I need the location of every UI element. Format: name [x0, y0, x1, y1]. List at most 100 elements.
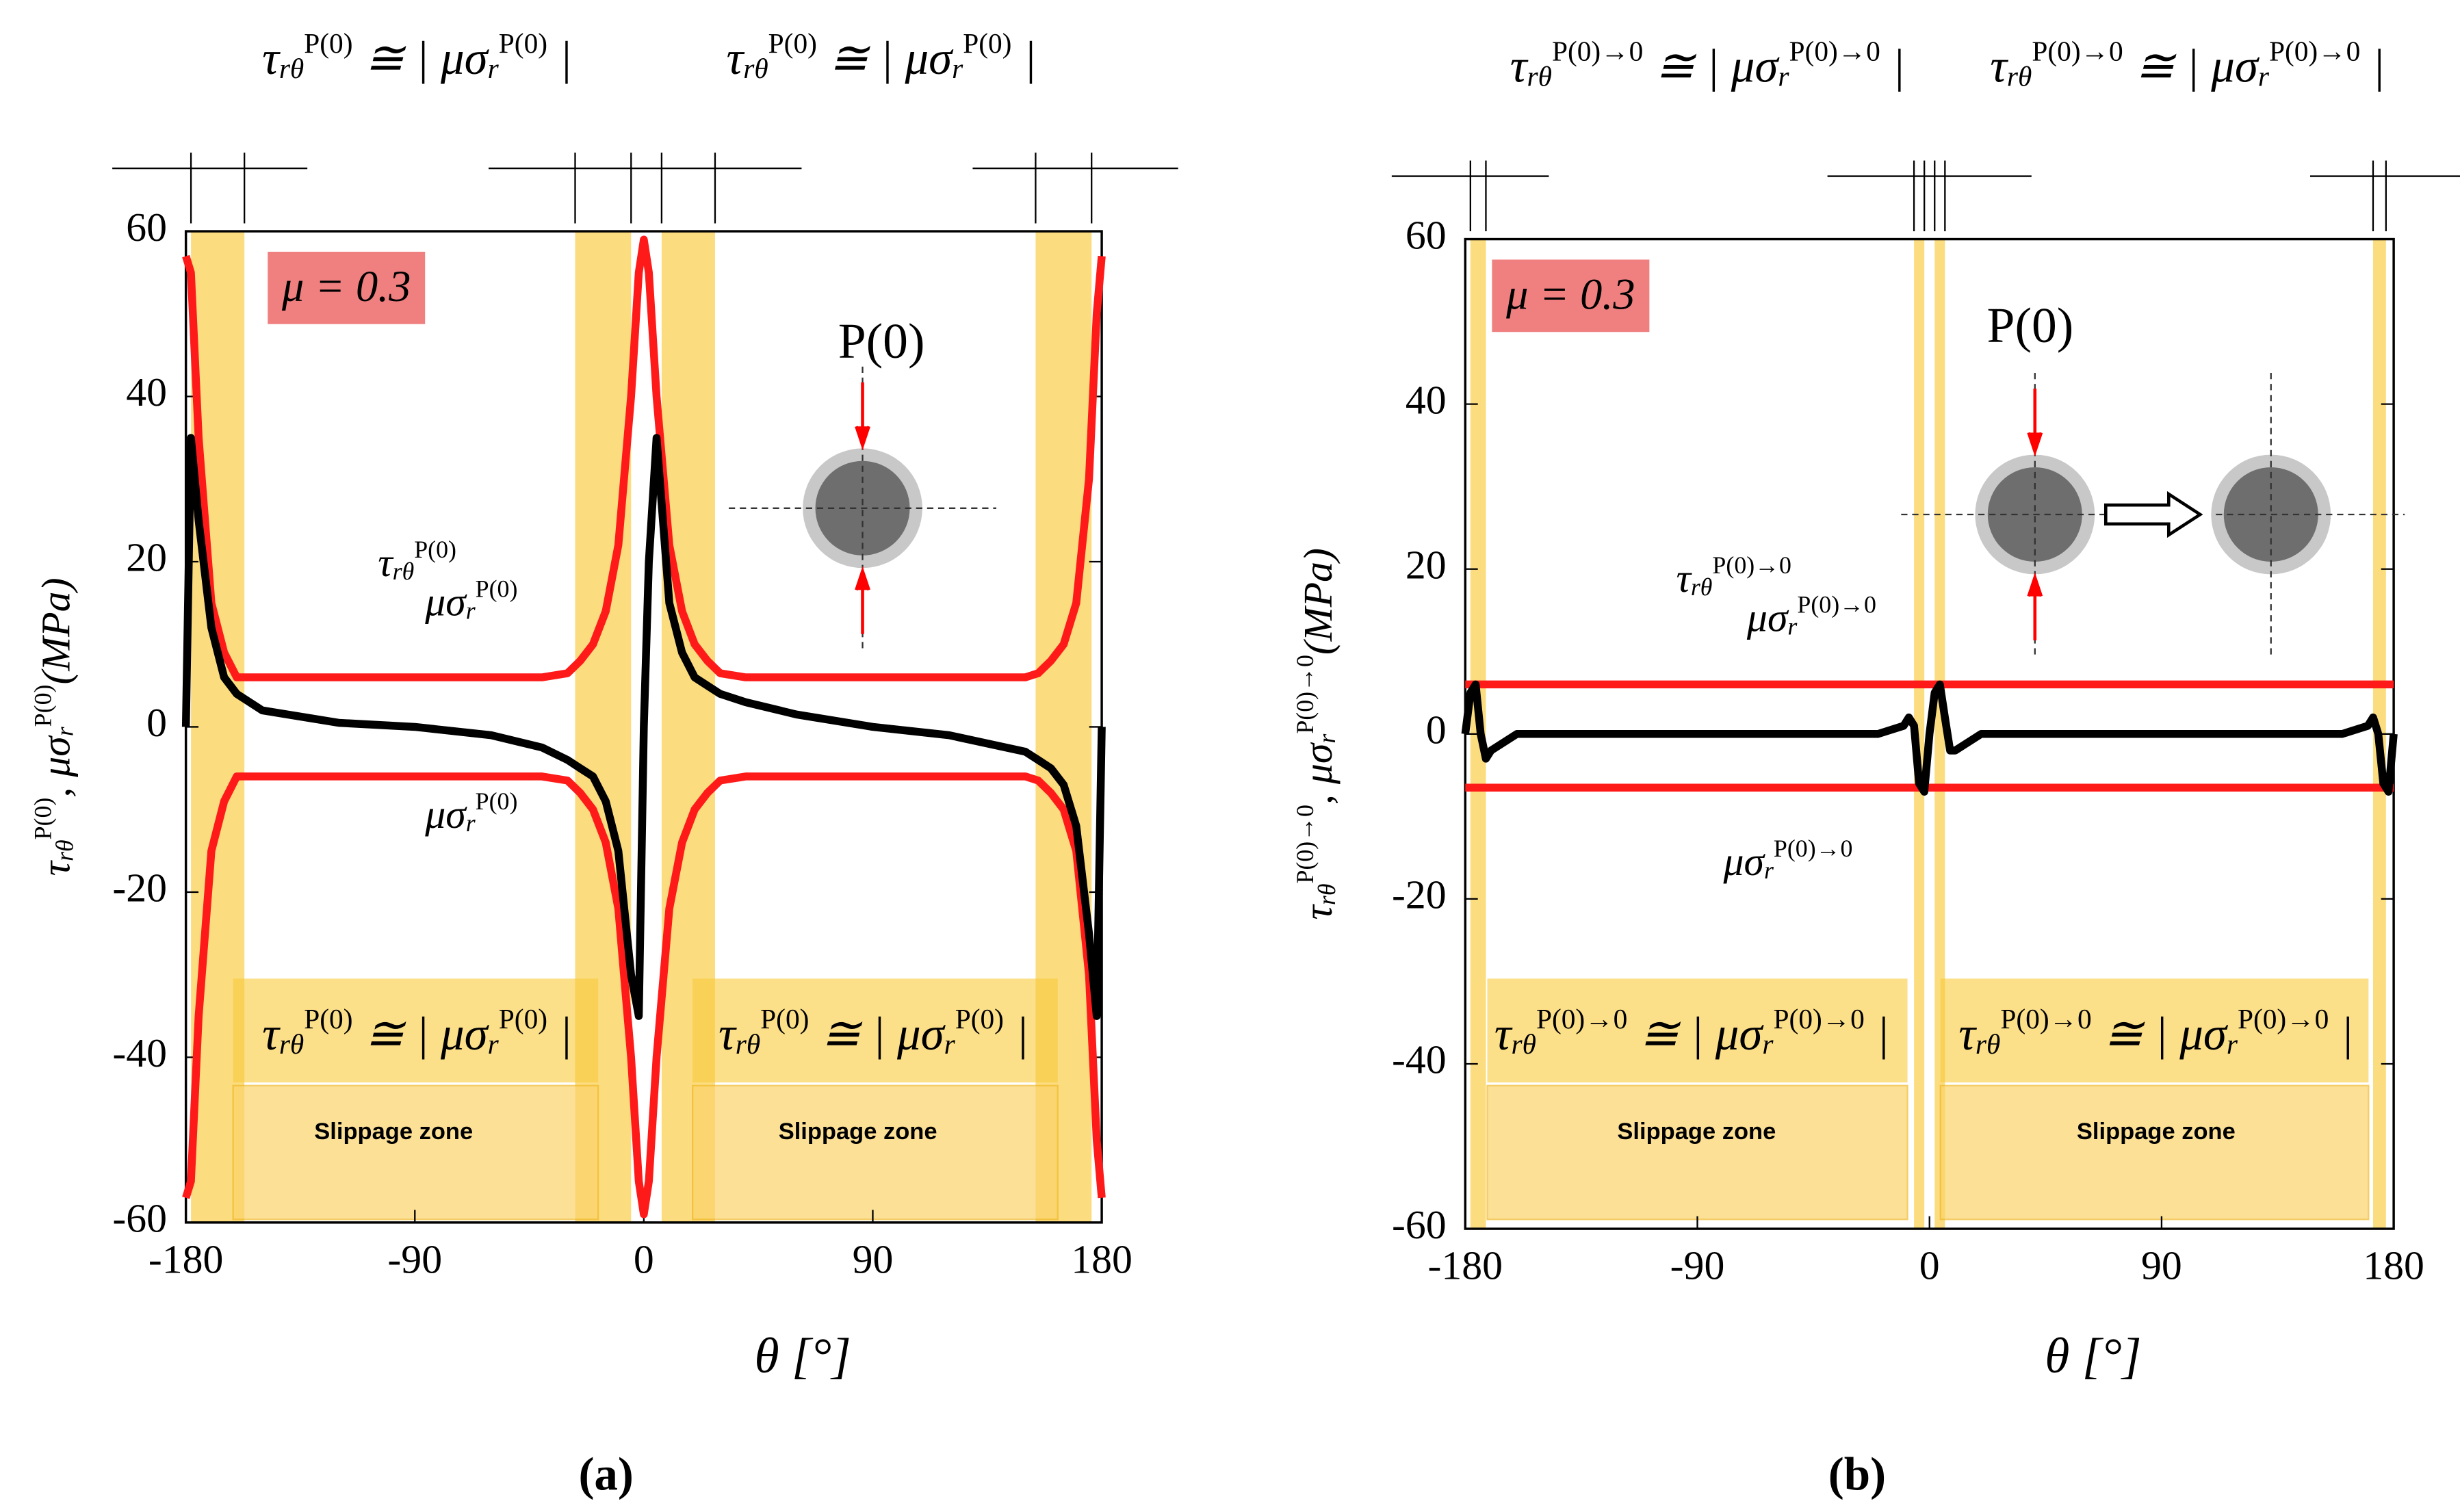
formula-sup: P(0) — [768, 27, 817, 60]
formula-text: , μσ — [1295, 742, 1341, 805]
formula-text: τ — [262, 32, 281, 84]
slip-label: Slippage zone — [1617, 1119, 1776, 1145]
formula-sub: rθ — [393, 558, 415, 585]
slip-label: Slippage zone — [779, 1119, 937, 1145]
data-line — [182, 772, 1106, 1218]
y-tick-label: -20 — [112, 865, 167, 911]
formula-text: τ — [727, 32, 745, 84]
x-tick-label: 90 — [853, 1236, 894, 1281]
formula-text: | — [2360, 40, 2385, 92]
y-axis-label: τrθP(0), μσrP(0)(MPa) — [29, 578, 78, 876]
formula-sub: r — [466, 809, 476, 837]
formula-sub: rθ — [736, 1028, 760, 1060]
formula-sup: P(0)→0 — [1789, 35, 1880, 67]
zone-formula: τrθP(0)→0 ≅ | μσrP(0)→0 | — [1958, 1003, 2353, 1060]
x-tick-label: -90 — [1670, 1243, 1725, 1288]
data-line — [181, 434, 1106, 1020]
formula-text: | — [1004, 1008, 1028, 1060]
y-tick-label: 40 — [126, 369, 167, 415]
formula-sub: r — [952, 53, 963, 84]
formula-sub: rθ — [51, 839, 79, 861]
formula-box — [692, 978, 1058, 1083]
load-label: P(0) — [838, 313, 925, 369]
formula-sup: P(0) — [760, 1003, 809, 1035]
y-axis-label: τrθP(0)→0, μσrP(0)→0(MPa) — [1291, 548, 1341, 920]
slip-zone — [1914, 239, 1925, 1229]
formula-sup: P(0) — [29, 685, 56, 727]
formula-text: ≅ | μσ — [1643, 40, 1780, 92]
formula-sup: P(0) — [476, 575, 518, 602]
zone-formula: τrθP(0)→0 ≅ | μσrP(0)→0 | — [1494, 1003, 1889, 1060]
formula-text: ≅ | μσ — [809, 1008, 946, 1060]
slip-box — [1939, 1084, 2370, 1221]
x-tick-label: 0 — [1919, 1243, 1940, 1288]
x-axis-label: θ [°] — [2045, 1327, 2141, 1383]
formula-sup: P(0)→0 — [1536, 1003, 1627, 1035]
y-tick-label: 0 — [1426, 707, 1447, 753]
formula-sub: r — [466, 597, 476, 624]
formula-sup: P(0)→0 — [2238, 1003, 2329, 1035]
formula-sub: rθ — [1527, 60, 1552, 92]
formula-sub: rθ — [1313, 884, 1341, 906]
formula-text: τ — [1510, 40, 1529, 92]
mu-box — [268, 251, 426, 324]
top-formula: τrθP(0) ≅ | μσrP(0) | — [262, 27, 572, 84]
formula-sub: r — [944, 1028, 956, 1060]
formula-sub: r — [1787, 612, 1798, 640]
formula-text: μσ — [424, 579, 467, 624]
formula-sub: rθ — [1976, 1028, 2000, 1060]
top-formula: τrθP(0)→0 ≅ | μσrP(0)→0 | — [1990, 35, 2385, 92]
formula-text: ≅ | μσ — [817, 32, 954, 84]
curve-label: τrθP(0) — [378, 536, 456, 585]
formula-sub: rθ — [1691, 573, 1713, 601]
formula-text: | — [1880, 40, 1905, 92]
x-axis-label: θ [°] — [755, 1327, 851, 1383]
formula-text: τ — [378, 540, 394, 585]
formula-text: τ — [1295, 904, 1341, 920]
formula-text: τ — [262, 1008, 281, 1060]
formula-text: (MPa) — [33, 578, 78, 685]
formula-sup: P(0)→0 — [1712, 551, 1791, 579]
curve-label: μσrP(0) — [424, 787, 517, 836]
formula-text: (MPa) — [1295, 548, 1341, 655]
y-tick-label: 0 — [146, 700, 167, 745]
formula-text: τ — [1958, 1008, 1977, 1060]
move-arrow — [2103, 491, 2203, 538]
load-arrow — [855, 382, 870, 451]
formula-sup: P(0)→0 — [1291, 805, 1319, 884]
y-tick-label: 40 — [1406, 377, 1447, 422]
formula-text: τ — [718, 1008, 737, 1060]
formula-sub: rθ — [279, 53, 304, 84]
formula-text: μσ — [424, 792, 467, 837]
formula-sup: P(0) — [499, 1003, 547, 1035]
slip-label: Slippage zone — [314, 1119, 473, 1145]
x-tick-label: 180 — [1071, 1236, 1132, 1281]
formula-sup: P(0)→0 — [2000, 1003, 2091, 1035]
mu-label: μ = 0.3 — [1505, 270, 1635, 319]
formula-sub: rθ — [743, 53, 768, 84]
y-tick-label: 60 — [126, 205, 167, 250]
formula-text: ≅ | μσ — [2123, 40, 2260, 92]
slip-label: Slippage zone — [2077, 1119, 2236, 1145]
curve-label: μσrP(0)→0 — [1722, 834, 1852, 883]
slip-box — [692, 1084, 1059, 1221]
formula-text: τ — [1990, 40, 2008, 92]
formula-text: τ — [1494, 1008, 1513, 1060]
x-tick-label: -90 — [387, 1236, 442, 1281]
load-label: P(0) — [1987, 297, 2074, 353]
formula-text: , μσ — [33, 735, 78, 798]
formula-sub: rθ — [1512, 1028, 1536, 1060]
formula-text: | — [2329, 1008, 2353, 1060]
y-tick-label: -60 — [1392, 1202, 1447, 1247]
zone-formula: τrθP(0) ≅ | μσrP(0) | — [262, 1003, 572, 1060]
formula-text: τ — [33, 859, 78, 876]
mu-label: μ = 0.3 — [281, 262, 411, 311]
formula-sup: P(0) — [955, 1003, 1004, 1035]
data-line — [182, 235, 1106, 681]
formula-sub: r — [2227, 1028, 2238, 1060]
load-arrow — [2027, 389, 2043, 457]
x-tick-label: -180 — [1428, 1243, 1503, 1288]
formula-sub: r — [1313, 733, 1341, 744]
